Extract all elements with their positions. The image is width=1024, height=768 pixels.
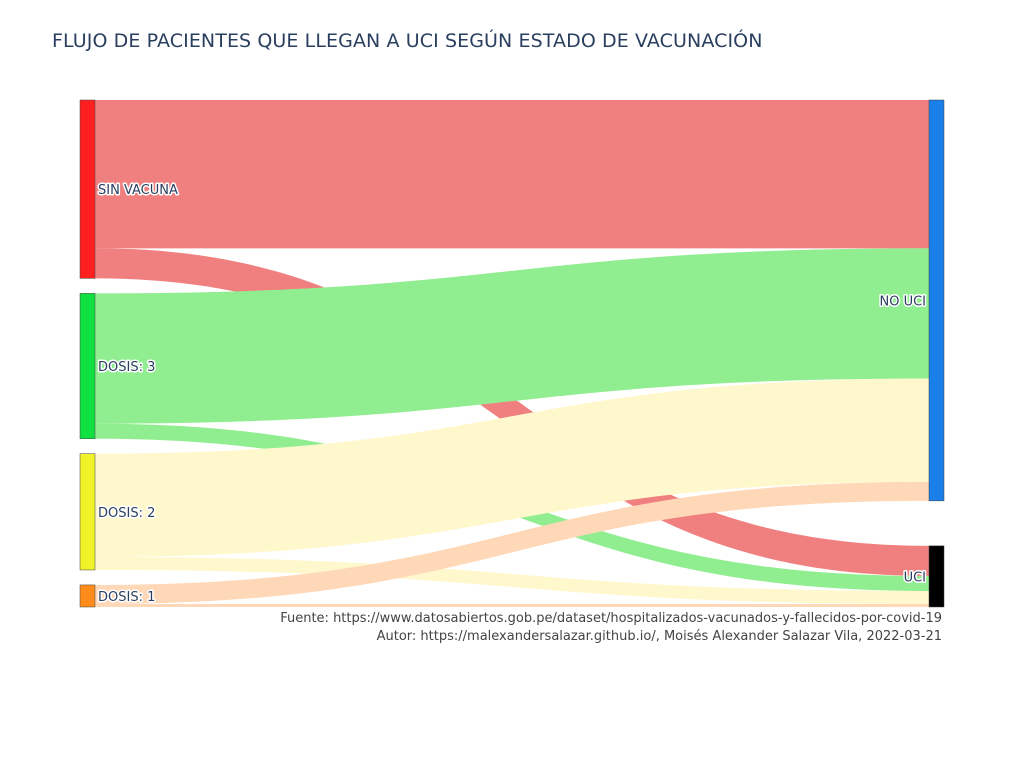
node-label-sin_vacuna: SIN VACUNA [98,183,178,198]
link-dosis1-to-uci[interactable] [95,603,929,607]
chart-title: FLUJO DE PACIENTES QUE LLEGAN A UCI SEGÚ… [52,30,763,52]
author-annotation: Autor: https://malexandersalazar.github.… [376,629,942,644]
links-layer [95,100,929,607]
node-uci[interactable] [928,545,945,608]
nodes-layer [79,99,945,608]
node-label-no_uci: NO UCI [879,294,926,309]
node-label-dosis1: DOSIS: 1 [98,590,155,605]
link-dosis2-to-uci[interactable] [95,556,929,604]
labels-layer: SIN VACUNA DOSIS: 3 DOSIS: 2 DOSIS: 1 NO UCI… [97,182,928,607]
node-no_uci[interactable] [928,99,945,502]
node-label-dosis3: DOSIS: 3 [98,360,155,375]
node-label-uci: UCI [904,570,926,585]
node-label-dosis2: DOSIS: 2 [98,506,155,521]
link-dosis1-to-no_uci[interactable] [95,481,929,604]
node-dosis1[interactable] [79,584,96,608]
source-annotation: Fuente: https://www.datosabiertos.gob.pe… [280,611,942,626]
node-dosis3[interactable] [79,293,96,439]
node-dosis2[interactable] [79,453,96,571]
node-sin_vacuna[interactable] [79,99,96,279]
link-dosis3-to-no_uci[interactable] [95,248,929,424]
link-sin_vacuna-to-no_uci[interactable] [95,100,929,249]
link-sin_vacuna-to-uci[interactable] [95,248,929,576]
link-dosis2-to-no_uci[interactable] [95,378,929,557]
